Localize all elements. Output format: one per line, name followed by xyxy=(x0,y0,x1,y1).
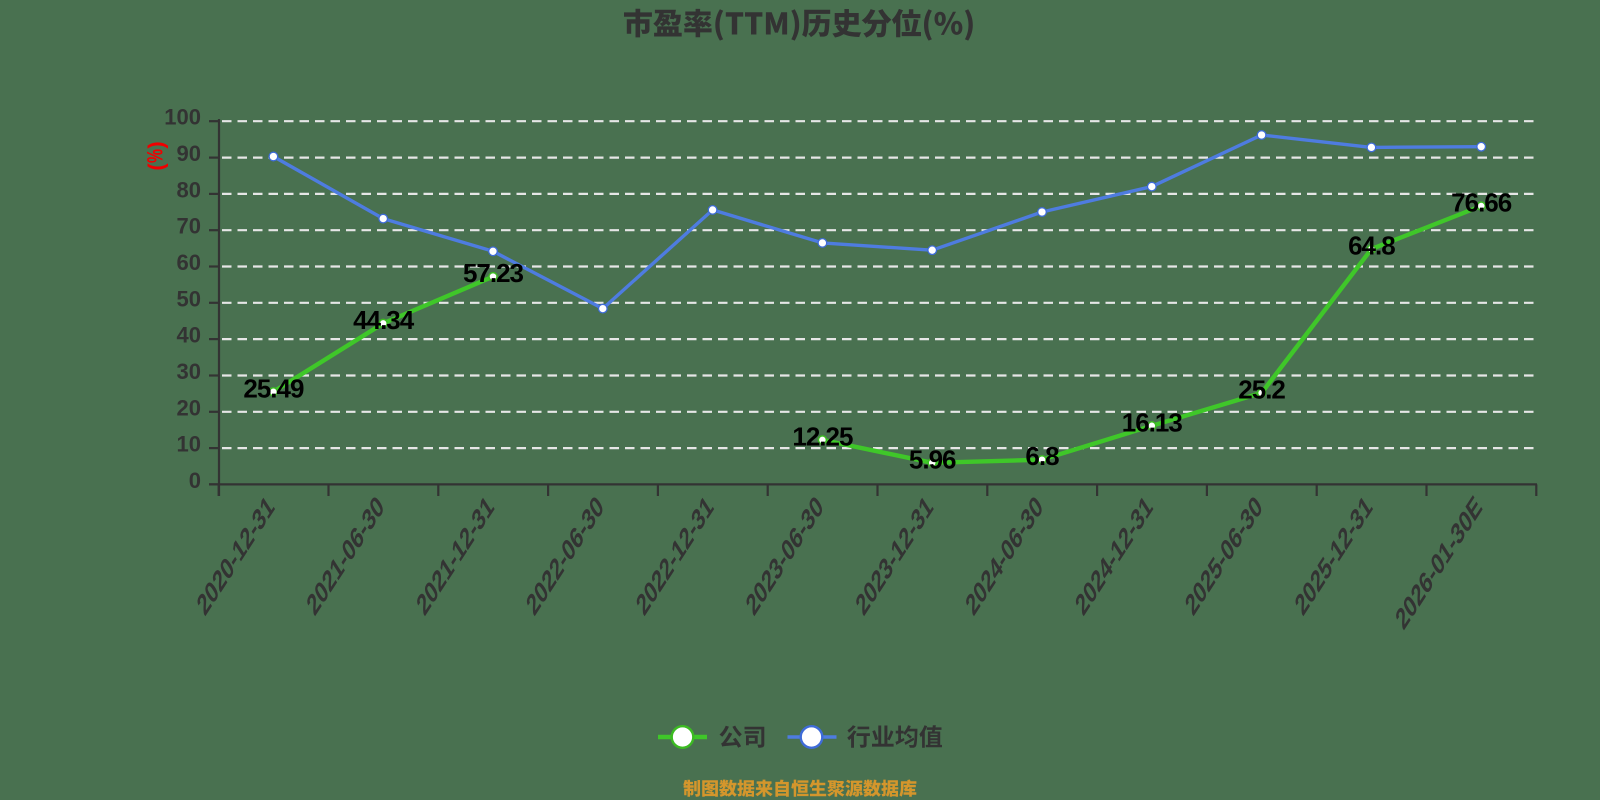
svg-text:10: 10 xyxy=(177,432,201,457)
svg-text:64.8: 64.8 xyxy=(1348,231,1395,261)
svg-text:25.49: 25.49 xyxy=(243,373,304,403)
svg-text:50: 50 xyxy=(177,286,201,311)
svg-text:25.2: 25.2 xyxy=(1238,374,1285,404)
svg-text:0: 0 xyxy=(189,468,201,493)
svg-text:57.23: 57.23 xyxy=(463,258,524,288)
svg-text:30: 30 xyxy=(177,359,201,384)
svg-text:76.66: 76.66 xyxy=(1451,188,1512,218)
svg-text:(: ( xyxy=(144,163,169,171)
svg-text:40: 40 xyxy=(177,323,201,348)
svg-text:20: 20 xyxy=(177,395,201,420)
svg-text:70: 70 xyxy=(177,214,201,239)
svg-text:5.96: 5.96 xyxy=(909,444,956,474)
svg-text:12.25: 12.25 xyxy=(792,421,853,451)
svg-text:44.34: 44.34 xyxy=(353,305,415,335)
svg-text:6.8: 6.8 xyxy=(1025,441,1059,471)
svg-text:): ) xyxy=(144,141,169,148)
svg-text:100: 100 xyxy=(164,105,201,130)
svg-text:%: % xyxy=(144,149,168,163)
svg-text:80: 80 xyxy=(177,177,201,202)
svg-text:60: 60 xyxy=(177,250,201,275)
svg-text:16.13: 16.13 xyxy=(1122,407,1183,437)
svg-text:90: 90 xyxy=(177,141,201,166)
